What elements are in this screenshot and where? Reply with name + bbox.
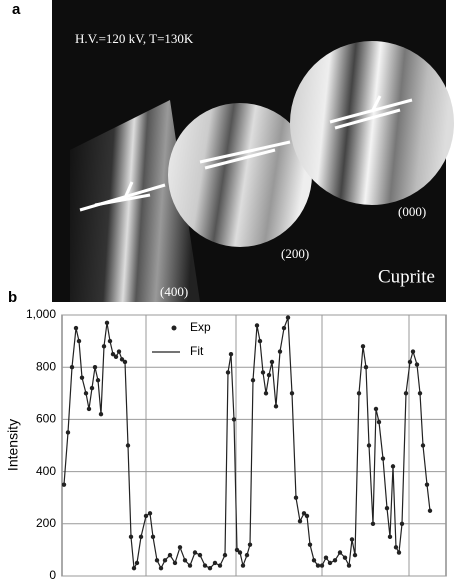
material: Cuprite [378,266,435,287]
data-point [61,482,67,487]
spot-label: (000) [398,204,426,219]
legend-label: Exp [190,320,211,334]
panel-label: b [8,289,17,306]
spot-200 [168,103,312,247]
y-tick-label: 800 [36,359,56,373]
y-tick-label: 0 [49,568,56,582]
spot-400 [70,100,200,302]
y-tick-label: 400 [36,464,56,478]
y-tick-label: 1,000 [26,307,56,321]
y-tick-label: 600 [36,412,56,426]
chart: Intensity 0 200 400 600 800 1,000 Exp Fit [5,307,447,582]
legend-label: Fit [190,344,204,358]
conditions: H.V.=120 kV, T=130K [75,31,194,46]
spot-000 [290,41,454,205]
panel-a: a H.V.=120 kV, T=130K (000) (200) (400) … [12,0,454,302]
spot-label: (200) [281,246,309,261]
y-tick-label: 200 [36,516,56,530]
legend-marker [171,325,177,331]
markers [79,95,413,212]
panel-label: a [12,1,21,18]
fit-line [63,317,431,571]
y-axis-label: Intensity [5,419,21,471]
spot-label: (400) [160,284,188,299]
